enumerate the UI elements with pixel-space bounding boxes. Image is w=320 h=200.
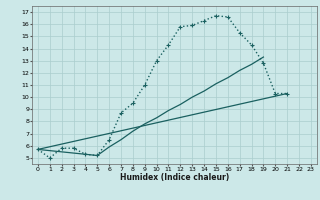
X-axis label: Humidex (Indice chaleur): Humidex (Indice chaleur) — [120, 173, 229, 182]
